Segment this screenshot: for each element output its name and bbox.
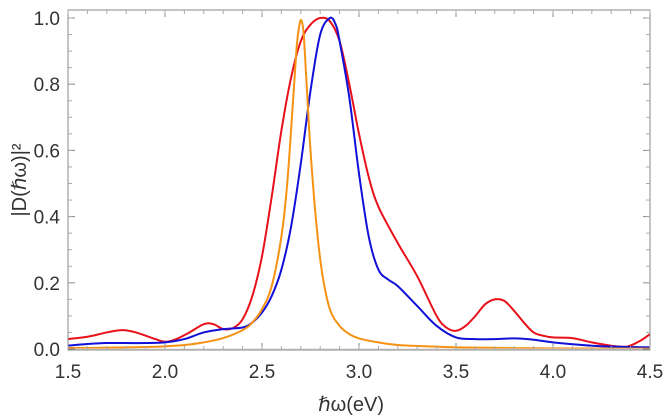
series-layer <box>68 16 650 350</box>
series-red-line <box>68 16 650 348</box>
y-tick-label: 0.6 <box>34 141 60 162</box>
y-tick-label: 0.8 <box>34 75 60 96</box>
x-tick-label: 2.5 <box>249 362 275 383</box>
series-blue-line <box>68 16 650 349</box>
x-tick-label: 3.5 <box>443 362 469 383</box>
series-orange-line <box>68 18 650 350</box>
x-tick-label: 4.0 <box>540 362 566 383</box>
y-tick-label: 1.0 <box>34 9 60 30</box>
labels-layer: 1.5 2.0 2.5 3.0 3.5 4.0 4.5 0.0 0.2 0.4 0.6 0.8 1.0 ℏ… <box>9 9 663 416</box>
y-tick-label: 0.4 <box>34 208 61 229</box>
x-tick-label: 1.5 <box>55 362 81 383</box>
axes-layer <box>67 9 651 351</box>
y-tick-label: 0.0 <box>34 340 60 361</box>
y-axis-title: |D(ℏω)|² <box>9 143 31 216</box>
x-axis-title: ℏω(eV) <box>318 394 384 416</box>
y-tick-label: 0.2 <box>34 274 60 295</box>
x-tick-label: 3.0 <box>346 362 372 383</box>
x-tick-label: 4.5 <box>637 362 663 383</box>
x-tick-label: 2.0 <box>152 362 178 383</box>
